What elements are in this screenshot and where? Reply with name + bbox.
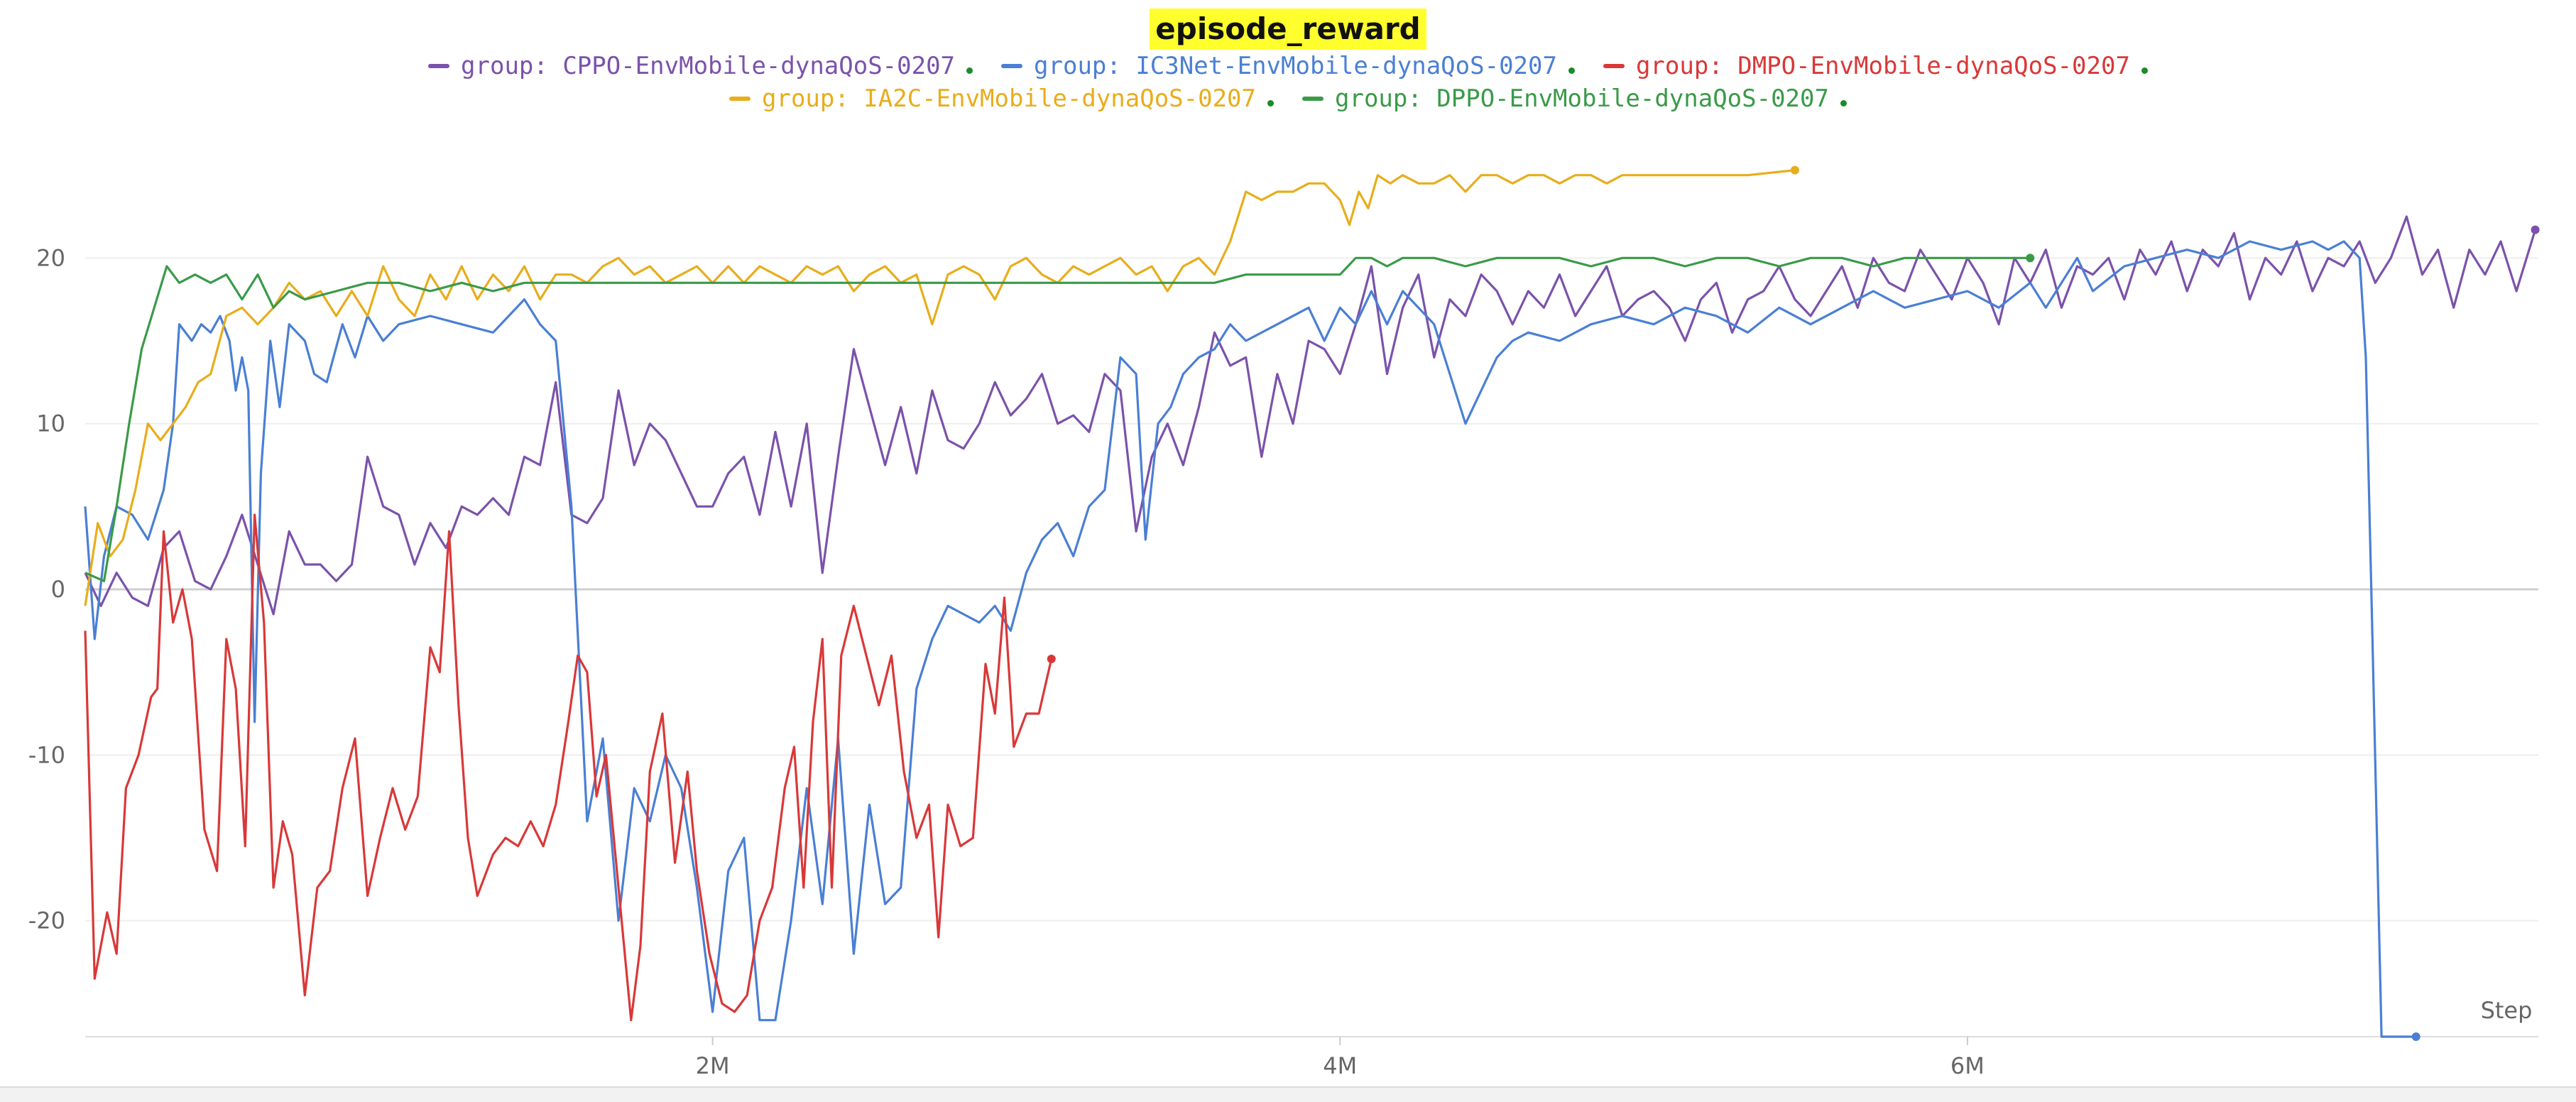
x-tick-label: 6M	[1950, 1052, 1985, 1079]
series-line[interactable]	[84, 256, 2031, 582]
series-3	[84, 513, 1056, 1022]
y-tick-label: 0	[51, 576, 65, 603]
legend-item-3[interactable]: group: DMPO-EnvMobile-dynaQoS-0207	[1603, 50, 2148, 82]
series-1	[84, 215, 2540, 616]
legend-label: group: DMPO-EnvMobile-dynaQoS-0207	[1635, 52, 2130, 80]
legend-item-4[interactable]: group: IA2C-EnvMobile-dynaQoS-0207	[729, 82, 1274, 115]
legend-status-dot	[1267, 99, 1274, 107]
series-5	[84, 253, 2035, 582]
axis-layer	[85, 1036, 2538, 1045]
legend-swatch	[428, 64, 450, 68]
series-end-point[interactable]	[1047, 655, 1056, 663]
label-layer: 20 10 0 -10 -20 2M 4M 6M Step	[28, 244, 2533, 1079]
legend-item-5[interactable]: group: DPPO-EnvMobile-dynaQoS-0207	[1302, 82, 1847, 115]
legend-status-dot	[1568, 67, 1575, 74]
x-tick-label: 2M	[696, 1052, 730, 1079]
x-axis-label: Step	[2481, 997, 2533, 1024]
series-layer	[84, 165, 2540, 1041]
series-end-point[interactable]	[2531, 225, 2540, 234]
legend-status-dot	[966, 67, 973, 74]
series-line[interactable]	[84, 215, 2537, 616]
legend-item-1[interactable]: group: CPPO-EnvMobile-dynaQoS-0207	[428, 50, 973, 82]
legend-swatch	[1001, 64, 1023, 68]
title-wrap: episode_reward	[0, 9, 2576, 50]
legend-label: group: IC3Net-EnvMobile-dynaQoS-0207	[1034, 52, 1557, 80]
legend: group: CPPO-EnvMobile-dynaQoS-0207 group:…	[128, 50, 2448, 115]
legend-status-dot	[2141, 67, 2148, 74]
series-end-point[interactable]	[2026, 253, 2035, 263]
y-tick-label: -20	[28, 907, 65, 934]
legend-status-dot	[1840, 99, 1847, 107]
y-tick-label: 20	[36, 244, 65, 271]
y-tick-label: -10	[28, 741, 65, 768]
bottom-scrollbar[interactable]	[0, 1086, 2576, 1102]
series-line[interactable]	[84, 513, 1053, 1022]
legend-label: group: DPPO-EnvMobile-dynaQoS-0207	[1335, 84, 1829, 113]
legend-swatch	[729, 97, 751, 101]
series-4	[84, 165, 1799, 606]
y-tick-label: 10	[36, 410, 65, 437]
series-end-point[interactable]	[2411, 1032, 2421, 1041]
chart-title: episode_reward	[1150, 9, 1426, 50]
legend-label: group: IA2C-EnvMobile-dynaQoS-0207	[762, 84, 1256, 113]
legend-item-2[interactable]: group: IC3Net-EnvMobile-dynaQoS-0207	[1001, 50, 1575, 82]
series-line[interactable]	[84, 240, 2416, 1038]
grid-layer	[85, 257, 2538, 922]
series-line[interactable]	[84, 169, 1796, 606]
x-tick-label: 4M	[1323, 1052, 1357, 1079]
legend-swatch	[1302, 97, 1324, 101]
series-end-point[interactable]	[1790, 165, 1799, 175]
legend-swatch	[1603, 64, 1625, 68]
series-2	[84, 240, 2421, 1041]
legend-label: group: CPPO-EnvMobile-dynaQoS-0207	[461, 52, 956, 80]
